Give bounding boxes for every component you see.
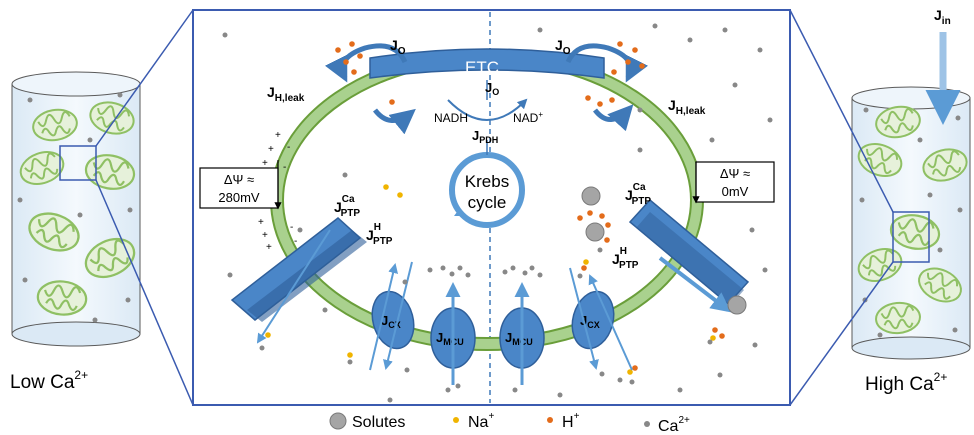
left-cylinder [11, 71, 142, 347]
legend-na-marker [453, 417, 459, 423]
cx-right: JCX [569, 267, 633, 371]
legend-h-marker [547, 417, 553, 423]
svg-text:+: + [258, 217, 264, 228]
svg-text:280mV: 280mV [218, 190, 260, 205]
j-ptp-h-right: JH PTP [612, 246, 639, 271]
svg-text:+: + [275, 130, 281, 141]
ptp-right [628, 198, 750, 313]
delta-psi-left: ΔΨ ≈ 280mV [199, 160, 282, 210]
j-in-label: Jin [934, 7, 951, 27]
ptp-left [230, 217, 367, 344]
legend-ca-label: Ca2+ [658, 415, 690, 435]
nadh-label: NADH [434, 111, 468, 125]
svg-text:+: + [268, 144, 274, 155]
svg-text:-: - [294, 236, 297, 247]
krebs-label-2: cycle [468, 193, 507, 212]
j-o-right-label: JO [555, 37, 571, 57]
krebs-label-1: Krebs [465, 172, 509, 191]
svg-text:+: + [266, 242, 272, 253]
delta-psi-right: ΔΨ ≈ 0mV [692, 161, 775, 204]
svg-text:0mV: 0mV [722, 184, 749, 199]
j-o-left-label: JO [390, 37, 406, 57]
svg-text:-: - [283, 162, 286, 173]
j-h-leak-right-label: JH,leak [668, 97, 706, 117]
mcu-right: JMCU [499, 282, 545, 385]
legend-solutes-label: Solutes [352, 414, 405, 431]
j-ptp-ca-left: JCa PTP [334, 194, 360, 219]
legend-h-label: H+ [562, 411, 580, 431]
nad-label: NAD+ [513, 110, 543, 125]
low-ca-label: Low Ca2+ [10, 368, 88, 393]
svg-text:ΔΨ ≈: ΔΨ ≈ [224, 172, 254, 187]
legend-ca-marker [644, 421, 650, 427]
svg-text:-: - [287, 142, 290, 153]
j-pdh-label: JPDH [472, 128, 498, 145]
j-ptp-h-left: JH PTP [366, 222, 393, 247]
legend: Solutes Na+ H+ Ca2+ [329, 411, 690, 435]
j-ptp-ca-right: JCa PTP [625, 182, 651, 207]
svg-text:+: + [262, 230, 268, 241]
cx-left: JCX [369, 261, 415, 371]
high-ca-label: High Ca2+ [865, 370, 947, 395]
right-cylinder [851, 86, 972, 360]
mcu-left: JMCU [430, 282, 476, 385]
svg-text:ΔΨ ≈: ΔΨ ≈ [720, 166, 750, 181]
j-o-center-label: JO [485, 80, 499, 97]
j-h-leak-left-label: JH,leak [267, 84, 305, 104]
legend-na-label: Na+ [468, 411, 494, 431]
proton-pump-arrows [324, 43, 649, 135]
membrane-charges: + + + + + + - - - - [258, 130, 297, 253]
legend-solute-marker [329, 412, 347, 430]
svg-text:+: + [262, 158, 268, 169]
j-cx-left-label: JCX [381, 313, 401, 330]
etc-label: ETC [465, 58, 499, 77]
svg-text:-: - [290, 222, 293, 233]
etc-complex [369, 48, 605, 79]
